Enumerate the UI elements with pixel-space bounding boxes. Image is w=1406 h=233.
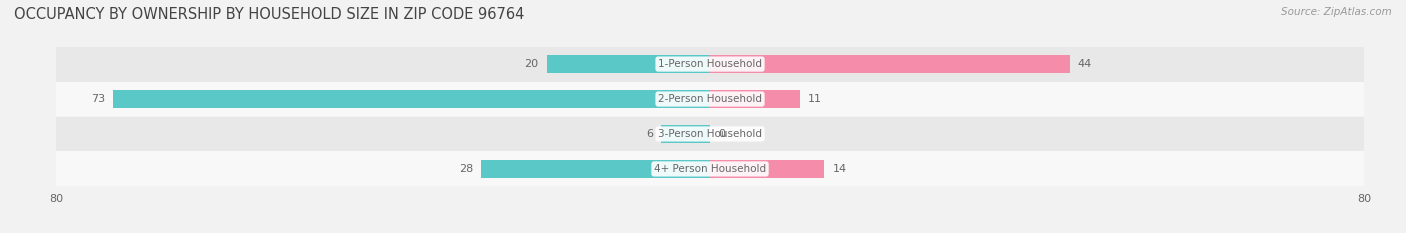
- Bar: [661, 125, 710, 143]
- Text: 20: 20: [524, 59, 538, 69]
- Bar: [710, 160, 824, 178]
- Text: 3-Person Household: 3-Person Household: [658, 129, 762, 139]
- Text: 6: 6: [645, 129, 652, 139]
- Bar: [56, 151, 1364, 186]
- Text: 28: 28: [458, 164, 472, 174]
- Text: 14: 14: [832, 164, 846, 174]
- Text: Source: ZipAtlas.com: Source: ZipAtlas.com: [1281, 7, 1392, 17]
- Text: 44: 44: [1078, 59, 1092, 69]
- Bar: [56, 116, 1364, 151]
- Text: 2-Person Household: 2-Person Household: [658, 94, 762, 104]
- Bar: [56, 47, 1364, 82]
- Bar: [547, 55, 710, 73]
- Text: 4+ Person Household: 4+ Person Household: [654, 164, 766, 174]
- Text: 0: 0: [718, 129, 725, 139]
- Bar: [56, 82, 1364, 116]
- Bar: [481, 160, 710, 178]
- Text: OCCUPANCY BY OWNERSHIP BY HOUSEHOLD SIZE IN ZIP CODE 96764: OCCUPANCY BY OWNERSHIP BY HOUSEHOLD SIZE…: [14, 7, 524, 22]
- Text: 11: 11: [808, 94, 823, 104]
- Text: 73: 73: [91, 94, 105, 104]
- Text: 1-Person Household: 1-Person Household: [658, 59, 762, 69]
- Bar: [710, 90, 800, 108]
- Bar: [710, 55, 1070, 73]
- Bar: [114, 90, 710, 108]
